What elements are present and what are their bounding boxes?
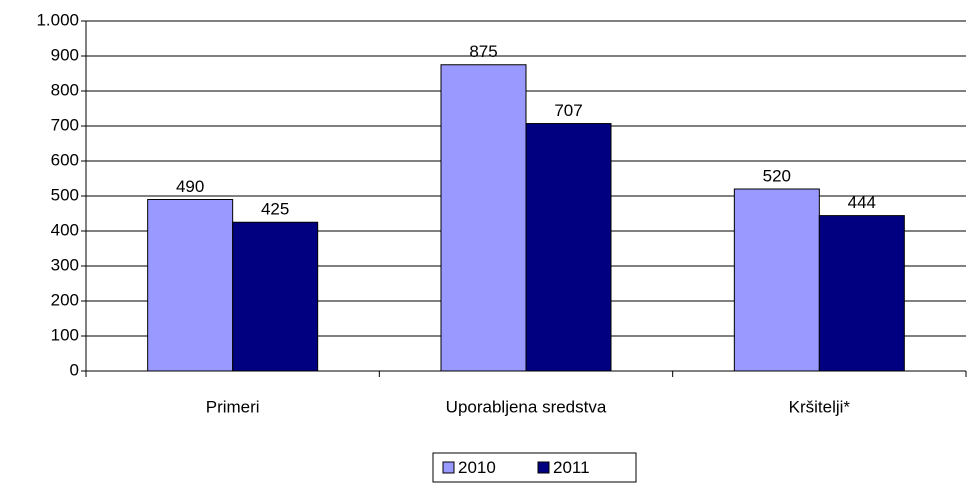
bar [818,215,905,372]
y-tick-label: 300 [51,255,79,274]
legend-label: 2011 [553,458,590,477]
y-tick-label: 500 [51,185,79,204]
data-label: 425 [261,200,289,219]
x-tick-label: Kršitelji* [789,397,851,416]
legend-label: 2010 [458,458,496,477]
legend-swatch [442,461,455,474]
y-tick-label: 400 [51,220,79,239]
y-tick-label: 600 [51,150,79,169]
y-tick-label: 900 [51,45,79,64]
bar [147,199,234,372]
legend-swatch [537,461,550,474]
bar [525,123,612,372]
data-label: 490 [176,177,204,196]
data-label: 875 [469,42,497,61]
y-tick-label: 700 [51,115,79,134]
legend-box [432,452,637,483]
y-tick-label: 1.000 [36,10,79,29]
data-label: 444 [848,193,876,212]
data-label: 707 [554,101,582,120]
bar [733,188,820,372]
y-tick-label: 200 [51,290,79,309]
y-tick-label: 0 [70,360,79,379]
x-tick-label: Uporabljena sredstva [446,397,607,416]
y-tick-label: 800 [51,80,79,99]
x-tick-label: Primeri [206,397,260,416]
data-label: 520 [763,166,791,185]
bar [232,221,319,372]
bar [440,64,527,372]
y-tick-label: 100 [51,325,79,344]
